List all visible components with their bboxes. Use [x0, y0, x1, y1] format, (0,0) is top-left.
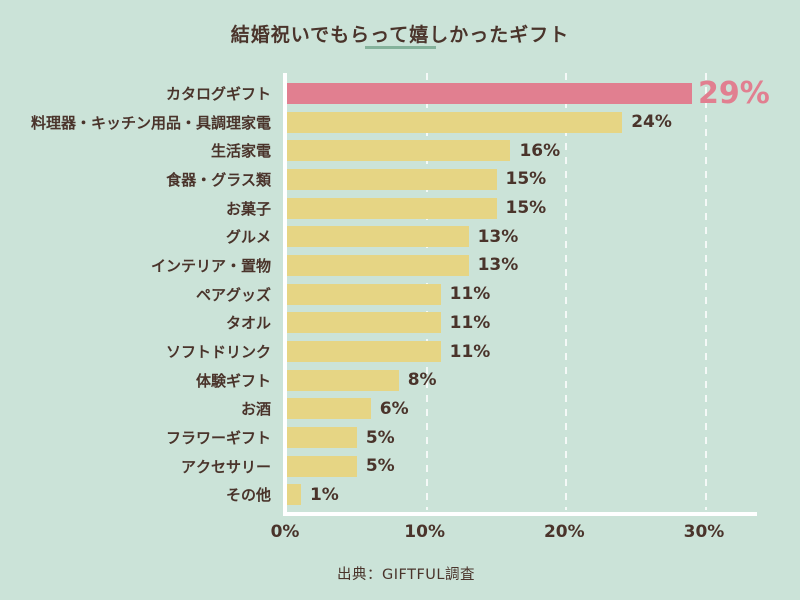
bar-row: タオル 11%: [0, 309, 800, 338]
bar-track: 13%: [287, 254, 519, 276]
bar-track: 11%: [287, 341, 491, 363]
bar-row: インテリア・置物 13%: [0, 251, 800, 280]
bar-value-label: 29%: [698, 75, 770, 111]
bar-value-label: 16%: [519, 140, 561, 161]
bar: [287, 226, 469, 248]
bar-value-label: 15%: [505, 169, 547, 190]
bar-row: 食器・グラス類 15%: [0, 165, 800, 194]
bar: [287, 484, 301, 506]
bar-track: 16%: [287, 140, 561, 162]
bar-category-label: 食器・グラス類: [166, 170, 271, 189]
bar-row: 体験ギフト 8%: [0, 366, 800, 395]
bar-chart: カタログギフト 29% 料理器・キッチン用品・具調理家電 24% 生活家電 16% 食器・グ…: [0, 73, 800, 516]
bar-row: フラワーギフト 5%: [0, 423, 800, 452]
bar: [287, 168, 497, 190]
bar-category-label: 生活家電: [210, 142, 271, 161]
bar-category-label: 料理器・キッチン用品・具調理家電: [30, 113, 271, 132]
bar-row: 料理器・キッチン用品・具調理家電 24%: [0, 108, 800, 137]
bar-value-label: 11%: [449, 312, 491, 333]
gridline: [705, 73, 707, 510]
bar: [287, 111, 623, 133]
source-note: 出典：GIFTFUL調査: [337, 567, 475, 583]
bar-rows: カタログギフト 29% 料理器・キッチン用品・具調理家電 24% 生活家電 16% 食器・グ…: [0, 76, 800, 510]
bar-category-label: インテリア・置物: [150, 256, 271, 275]
bar-value-label: 11%: [449, 284, 491, 305]
title-underline: [365, 46, 436, 49]
bar: [287, 398, 371, 420]
bar-value-label: 5%: [365, 456, 395, 477]
bar-value-label: 6%: [379, 398, 409, 419]
bar-track: 13%: [287, 226, 519, 248]
bar-track: 1%: [287, 484, 339, 506]
bar-track: 29%: [287, 76, 770, 111]
bar-category-label: カタログギフト: [165, 84, 271, 103]
bar-row: 生活家電 16%: [0, 136, 800, 165]
bar-category-label: アクセサリー: [180, 457, 271, 476]
chart-title: 結婚祝いでもらって嬉しかったギフト: [230, 24, 570, 46]
bar-track: 5%: [287, 427, 395, 449]
bar-category-label: タオル: [225, 314, 271, 333]
x-tick-label: 0%: [270, 522, 300, 542]
bar-value-label: 13%: [477, 226, 519, 247]
bar-category-label: ソフトドリンク: [165, 343, 271, 362]
bar-value-label: 13%: [477, 255, 519, 276]
bar-track: 5%: [287, 455, 395, 477]
bar: [287, 254, 469, 276]
x-axis-line: [283, 512, 757, 516]
bar-row: ペアグッズ 11%: [0, 280, 800, 309]
bar-track: 8%: [287, 369, 437, 391]
bar: [287, 140, 511, 162]
y-axis-line: [283, 73, 287, 514]
x-tick-label: 30%: [683, 522, 725, 542]
bar-category-label: お酒: [240, 400, 271, 419]
bar-value-label: 8%: [407, 370, 437, 391]
bar-row: グルメ 13%: [0, 222, 800, 251]
bar-category-label: 体験ギフト: [195, 371, 271, 390]
bar-row: その他 1%: [0, 481, 800, 510]
gridline: [565, 73, 568, 510]
bar-value-label: 11%: [449, 341, 491, 362]
bar-row: アクセサリー 5%: [0, 452, 800, 481]
x-tick-label: 10%: [404, 522, 446, 542]
bar-value-label: 1%: [309, 484, 339, 505]
bar-category-label: ペアグッズ: [195, 285, 271, 304]
bar-category-label: その他: [225, 486, 271, 505]
bar-value-label: 15%: [505, 198, 547, 219]
bar-row: お菓子 15%: [0, 194, 800, 223]
bar-category-label: グルメ: [225, 228, 271, 247]
bar-track: 11%: [287, 283, 491, 305]
bar: [287, 283, 441, 305]
bar-value-label: 5%: [365, 427, 395, 448]
bar-category-label: お菓子: [225, 199, 271, 218]
bar: [287, 455, 357, 477]
bar-row: カタログギフト 29%: [0, 76, 800, 111]
bar-row: お酒 6%: [0, 395, 800, 424]
bar-row: ソフトドリンク 11%: [0, 337, 800, 366]
bar-track: 6%: [287, 398, 409, 420]
bar-track: 15%: [287, 197, 547, 219]
x-tick-label: 20%: [543, 522, 585, 542]
bar: [287, 312, 441, 334]
bar: [287, 197, 497, 219]
x-axis-ticks: 0% 10% 20% 30%: [0, 522, 800, 546]
bar: [287, 341, 441, 363]
bar-value-label: 24%: [631, 112, 672, 133]
bar-track: 15%: [287, 168, 547, 190]
bar-track: 11%: [287, 312, 491, 334]
bar-category-label: フラワーギフト: [165, 429, 271, 448]
bar-track: 24%: [287, 111, 672, 133]
bar: [287, 427, 357, 449]
bar: [287, 369, 399, 391]
bar-highlight: [287, 82, 693, 104]
